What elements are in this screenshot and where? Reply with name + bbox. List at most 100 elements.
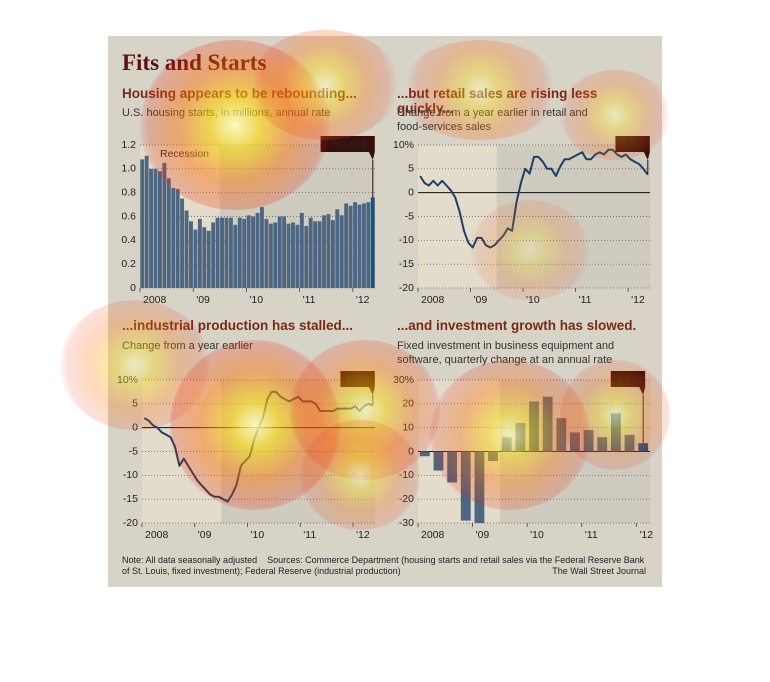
bar: [215, 217, 220, 288]
bar: [149, 168, 154, 288]
bar: [202, 227, 207, 288]
bar: [419, 451, 430, 457]
callout-pointer: [368, 152, 375, 160]
y-tick-label: 0: [408, 445, 414, 457]
callout-box: [320, 136, 375, 152]
bar: [366, 202, 371, 288]
bar: [291, 222, 295, 288]
bar: [370, 197, 375, 288]
bar: [344, 203, 349, 288]
y-tick-label: -20: [399, 282, 414, 294]
bar: [322, 215, 326, 288]
bar: [273, 222, 278, 288]
bar: [556, 418, 567, 452]
y-tick-label: -10: [399, 234, 414, 246]
bar: [251, 216, 256, 288]
bar: [501, 437, 512, 452]
x-tick-label: '10: [530, 529, 544, 541]
panel-title: Housing appears to be rebounding...: [122, 86, 357, 101]
footer-note: Note: All data seasonally adjusted Sourc…: [122, 555, 652, 577]
bar: [339, 215, 344, 288]
bar: [433, 451, 444, 471]
y-tick-label: 0: [132, 421, 138, 433]
bar: [153, 168, 158, 288]
y-tick-label: 0.2: [121, 258, 136, 270]
bar: [313, 221, 318, 288]
bar: [175, 189, 180, 288]
x-tick-label: '09: [474, 294, 488, 306]
bar: [171, 187, 176, 288]
x-tick-label: 2008: [421, 529, 445, 541]
bar: [211, 222, 216, 288]
bar: [610, 413, 621, 452]
x-tick-label: '12: [356, 294, 370, 306]
bar: [286, 223, 291, 288]
y-tick-label: 10: [402, 421, 414, 433]
y-tick-label: 0: [130, 282, 136, 294]
x-tick-label: '12: [356, 529, 370, 541]
x-tick-label: '09: [196, 294, 210, 306]
bar: [330, 220, 335, 288]
bar: [542, 396, 553, 452]
bar: [233, 224, 238, 288]
panel-subtitle: U.S. housing starts, in millions, annual…: [122, 107, 331, 119]
y-tick-label: -15: [399, 258, 414, 270]
y-tick-label: -20: [399, 493, 414, 505]
bar: [220, 217, 224, 288]
y-tick-label: -5: [405, 210, 414, 222]
y-tick-label: -5: [129, 445, 138, 457]
x-tick-label: 2008: [143, 294, 167, 306]
y-tick-label: -30: [399, 517, 414, 529]
bar: [237, 217, 242, 288]
panel-subtitle: Change from a year earlier: [122, 340, 253, 352]
callout-pointer: [643, 152, 650, 160]
y-tick-label: -10: [123, 469, 138, 481]
y-tick-label: -10: [399, 469, 414, 481]
bar: [304, 226, 309, 288]
bar: [348, 205, 353, 288]
graphic-title: Fits and Starts: [122, 50, 267, 75]
y-tick-label: 0.6: [121, 210, 136, 222]
bar: [268, 223, 273, 288]
bar: [357, 204, 362, 288]
bar: [282, 216, 287, 288]
bar: [246, 215, 251, 288]
note: Note: All data seasonally adjusted: [122, 555, 258, 565]
bar: [144, 155, 149, 288]
x-tick-label: 2008: [145, 529, 169, 541]
value-label: 3.5%: [616, 373, 641, 385]
bar: [515, 422, 526, 452]
bar: [361, 203, 366, 288]
panel-title: ...industrial production has stalled...: [122, 318, 354, 333]
x-tick-label: '12: [639, 529, 653, 541]
bar: [224, 217, 229, 288]
x-tick-label: 2008: [421, 294, 445, 306]
x-tick-label: '10: [249, 294, 263, 306]
bar: [474, 451, 485, 523]
bar: [638, 443, 649, 452]
panel-title: ...and investment growth has slowed.: [397, 318, 637, 333]
bar: [326, 214, 331, 288]
value-label: 4.7%: [346, 373, 371, 385]
x-tick-label: '12: [631, 294, 645, 306]
value-label: 3.8%: [621, 138, 646, 150]
bar: [242, 218, 247, 288]
bar: [166, 178, 171, 288]
bar: [299, 212, 304, 288]
x-tick-label: '09: [476, 529, 490, 541]
y-tick-label: 5: [132, 398, 138, 410]
y-tick-label: -15: [123, 493, 138, 505]
bar: [277, 216, 282, 288]
callout-box: [615, 136, 650, 152]
y-tick-label: 0: [408, 186, 414, 198]
bar: [447, 451, 458, 483]
x-tick-label: '09: [198, 529, 212, 541]
bar: [460, 451, 471, 521]
panel-subtitle: Fixed investment in business equipment a…: [397, 340, 615, 366]
y-tick-label: 0.4: [121, 234, 136, 246]
bar: [206, 230, 211, 288]
x-tick-label: '11: [585, 529, 598, 541]
bar: [597, 437, 608, 452]
y-tick-label: 5: [408, 163, 414, 175]
